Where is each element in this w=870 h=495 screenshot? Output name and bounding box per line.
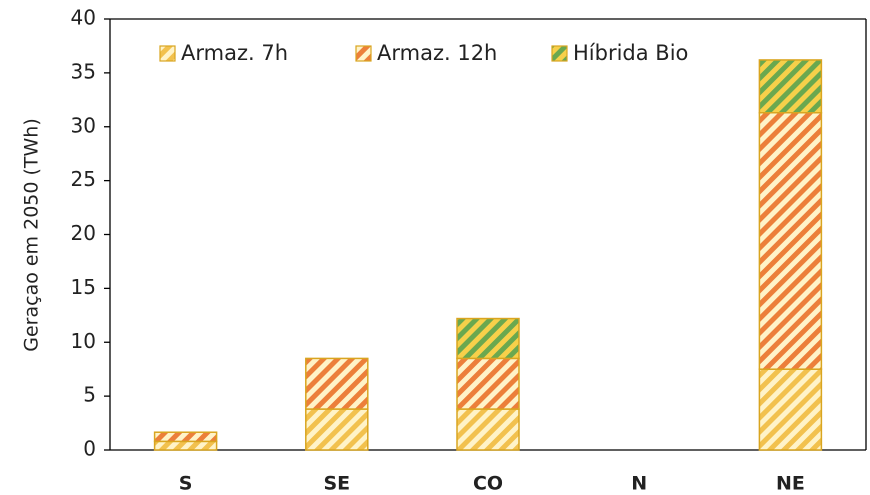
legend-swatch — [355, 45, 372, 62]
bar-segment — [758, 59, 823, 114]
legend-swatch — [551, 45, 568, 62]
x-tick-label: N — [631, 473, 647, 495]
y-tick-label: 5 — [83, 383, 96, 407]
legend-label: Híbrida Bio — [573, 41, 688, 65]
y-tick-label: 10 — [71, 329, 96, 353]
bar-segment — [456, 317, 520, 360]
x-tick-label: S — [179, 473, 193, 495]
x-tick-label: CO — [473, 473, 503, 495]
legend-swatch — [159, 45, 176, 62]
y-tick-label: 15 — [71, 275, 96, 299]
x-tick-label: SE — [323, 473, 350, 495]
x-tick-label: NE — [776, 473, 805, 495]
y-axis-label: Geraçao em 2050 (TWh) — [21, 118, 43, 352]
bar-segment — [758, 368, 823, 451]
y-tick-label: 20 — [71, 221, 96, 245]
y-tick-label: 25 — [71, 167, 96, 191]
legend-label: Armaz. 7h — [181, 41, 288, 65]
y-tick-label: 30 — [71, 113, 96, 137]
y-tick-label: 0 — [83, 437, 96, 461]
bar-segment — [456, 357, 520, 410]
bar-segment — [456, 408, 520, 451]
bar-segment — [305, 357, 369, 410]
y-tick-label: 35 — [71, 59, 96, 83]
bar-segment — [153, 440, 218, 451]
legend-label: Armaz. 12h — [377, 41, 497, 65]
bar-segment — [305, 408, 369, 451]
bar-segment — [153, 431, 218, 443]
y-tick-label: 40 — [71, 6, 96, 30]
bar-segment — [758, 111, 823, 370]
